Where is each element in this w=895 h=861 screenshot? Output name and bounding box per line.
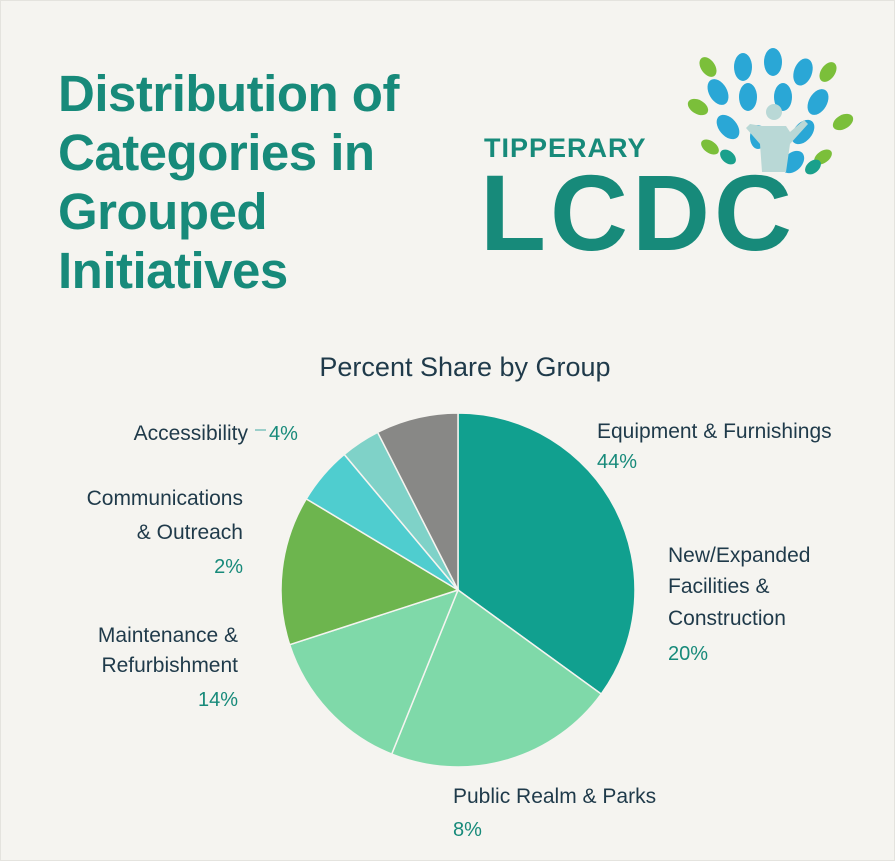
- page-title: Distribution of Categories in Grouped In…: [58, 64, 478, 301]
- pie-slice-equipment-furnishings: [457, 412, 636, 696]
- title-line: Categories in: [58, 124, 375, 182]
- slice-label-text: Refurbishment: [101, 654, 238, 677]
- tipperary-lcdc-logo: TIPPERARY LCDC: [480, 48, 854, 262]
- title-line: Distribution of: [58, 65, 399, 122]
- pie-slices: [280, 412, 636, 768]
- slice-percent: 14%: [198, 689, 238, 711]
- slice-percent: 20%: [668, 643, 708, 665]
- chart-title: Percent Share by Group: [319, 352, 610, 382]
- pie-slice-unlabeled-grey: [376, 412, 459, 591]
- slice-label-text: Maintenance &: [98, 624, 238, 647]
- slice-label-text: Accessibility: [134, 422, 249, 445]
- slice-label-accessibility: Accessibility 4%: [134, 422, 298, 445]
- slice-label-text: Equipment & Furnishings: [597, 420, 832, 443]
- slice-percent: 8%: [453, 819, 482, 841]
- slice-label-text: & Outreach: [137, 521, 243, 544]
- slice-label-text: New/Expanded: [668, 544, 810, 567]
- slice-label-maintenance-refurbishment: Maintenance & Refurbishment 14%: [98, 624, 238, 711]
- slice-label-text: Communications: [87, 487, 243, 510]
- slice-label-public-realm-parks: Public Realm & Parks 8%: [453, 785, 656, 841]
- pie-slice-maintenance-refurbishment: [280, 497, 460, 646]
- slice-label-communications-outreach: Communications & Outreach 2%: [87, 487, 244, 578]
- pie-slice-new-expanded-facilities: [390, 588, 603, 768]
- title-line: Grouped: [58, 183, 268, 241]
- slice-label-text: Construction: [668, 607, 786, 630]
- slice-label-text: Facilities &: [668, 575, 770, 598]
- logo-county-name: TIPPERARY: [484, 133, 647, 163]
- title-line: Initiatives: [58, 242, 288, 300]
- slice-label-text: Public Realm & Parks: [453, 785, 656, 808]
- slice-percent: 4%: [269, 423, 298, 445]
- slice-percent: 2%: [214, 556, 243, 578]
- slice-label-equipment-furnishings: Equipment & Furnishings 44%: [597, 420, 832, 473]
- slice-label-new-expanded-facilities: New/Expanded Facilities & Construction 2…: [668, 544, 810, 665]
- slice-percent: 44%: [597, 451, 637, 473]
- tree-person-icon: [687, 48, 854, 175]
- logo-wordmark: LCDC: [480, 152, 796, 262]
